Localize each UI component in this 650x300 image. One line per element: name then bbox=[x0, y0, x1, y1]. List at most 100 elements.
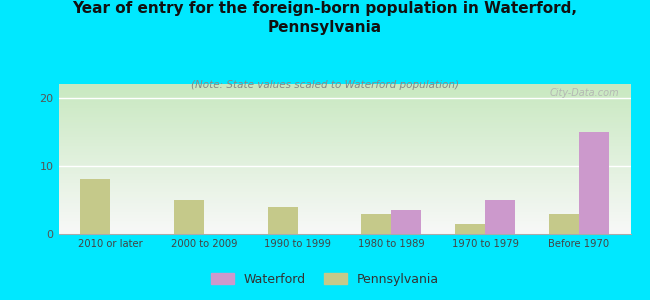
Bar bbox=[58, 105, 630, 106]
Bar bbox=[58, 142, 630, 144]
Bar bbox=[58, 216, 630, 218]
Bar bbox=[58, 122, 630, 123]
Bar bbox=[58, 167, 630, 168]
Bar bbox=[58, 178, 630, 180]
Bar bbox=[58, 177, 630, 178]
Bar bbox=[579, 132, 609, 234]
Bar bbox=[58, 220, 630, 222]
Bar bbox=[58, 230, 630, 231]
Bar bbox=[58, 153, 630, 154]
Bar bbox=[58, 98, 630, 99]
Bar bbox=[58, 231, 630, 232]
Bar bbox=[58, 214, 630, 216]
Bar bbox=[58, 126, 630, 128]
Bar bbox=[58, 207, 630, 208]
Bar bbox=[58, 132, 630, 134]
Bar bbox=[58, 128, 630, 129]
Text: Year of entry for the foreign-born population in Waterford,
Pennsylvania: Year of entry for the foreign-born popul… bbox=[73, 2, 577, 35]
Legend: Waterford, Pennsylvania: Waterford, Pennsylvania bbox=[206, 268, 444, 291]
Bar bbox=[58, 225, 630, 226]
Bar bbox=[58, 200, 630, 201]
Bar bbox=[58, 138, 630, 140]
Bar bbox=[58, 144, 630, 146]
Bar bbox=[58, 198, 630, 200]
Bar bbox=[58, 87, 630, 88]
Bar bbox=[58, 168, 630, 170]
Bar bbox=[58, 162, 630, 164]
Bar bbox=[58, 159, 630, 160]
Bar bbox=[58, 164, 630, 165]
Bar bbox=[58, 118, 630, 120]
Bar bbox=[58, 212, 630, 213]
Bar bbox=[58, 90, 630, 92]
Bar bbox=[58, 188, 630, 189]
Bar bbox=[58, 112, 630, 114]
Bar bbox=[58, 160, 630, 162]
Bar bbox=[58, 165, 630, 166]
Bar bbox=[80, 179, 110, 234]
Bar bbox=[58, 129, 630, 130]
Bar bbox=[58, 208, 630, 210]
Bar bbox=[391, 210, 421, 234]
Bar bbox=[58, 190, 630, 192]
Bar bbox=[58, 150, 630, 152]
Bar bbox=[58, 156, 630, 158]
Bar bbox=[58, 134, 630, 135]
Text: City-Data.com: City-Data.com bbox=[549, 88, 619, 98]
Bar bbox=[58, 182, 630, 183]
Bar bbox=[58, 152, 630, 153]
Bar bbox=[58, 147, 630, 148]
Bar bbox=[58, 202, 630, 204]
Bar bbox=[58, 123, 630, 124]
Bar bbox=[58, 114, 630, 116]
Bar bbox=[58, 136, 630, 138]
Bar bbox=[58, 140, 630, 141]
Bar bbox=[58, 85, 630, 87]
Bar bbox=[58, 148, 630, 150]
Bar bbox=[58, 204, 630, 206]
Bar bbox=[58, 130, 630, 132]
Bar bbox=[58, 116, 630, 117]
Bar bbox=[455, 224, 485, 234]
Bar bbox=[58, 228, 630, 230]
Bar bbox=[58, 103, 630, 105]
Bar bbox=[58, 183, 630, 184]
Bar bbox=[58, 232, 630, 234]
Bar bbox=[58, 141, 630, 142]
Bar bbox=[361, 214, 391, 234]
Bar bbox=[58, 96, 630, 98]
Bar bbox=[58, 210, 630, 212]
Bar bbox=[58, 111, 630, 112]
Bar bbox=[58, 213, 630, 214]
Bar bbox=[58, 146, 630, 147]
Bar bbox=[58, 135, 630, 136]
Bar bbox=[58, 110, 630, 111]
Bar bbox=[58, 189, 630, 190]
Bar bbox=[58, 94, 630, 96]
Bar bbox=[58, 194, 630, 195]
Bar bbox=[58, 84, 630, 86]
Bar bbox=[58, 120, 630, 122]
Bar bbox=[58, 106, 630, 108]
Bar bbox=[58, 192, 630, 194]
Bar bbox=[58, 180, 630, 182]
Bar bbox=[58, 201, 630, 202]
Bar bbox=[58, 102, 630, 104]
Bar bbox=[58, 124, 630, 126]
Bar bbox=[58, 206, 630, 207]
Bar bbox=[58, 172, 630, 174]
Bar bbox=[58, 184, 630, 186]
Bar bbox=[58, 219, 630, 220]
Bar bbox=[485, 200, 515, 234]
Bar bbox=[58, 88, 630, 90]
Bar bbox=[58, 176, 630, 177]
Bar bbox=[58, 174, 630, 176]
Bar bbox=[58, 222, 630, 224]
Bar bbox=[549, 214, 579, 234]
Bar bbox=[58, 93, 630, 94]
Bar bbox=[58, 158, 630, 159]
Bar bbox=[58, 92, 630, 93]
Text: (Note: State values scaled to Waterford population): (Note: State values scaled to Waterford … bbox=[191, 80, 459, 89]
Bar bbox=[58, 195, 630, 196]
Bar bbox=[58, 196, 630, 198]
